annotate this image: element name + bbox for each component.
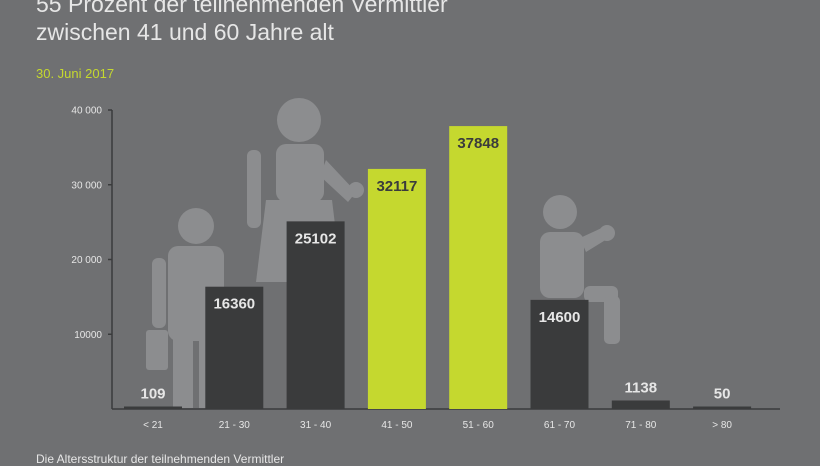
chart-date: 30. Juni 2017: [36, 66, 115, 81]
chart-title: 55 Prozent der teilnehmenden Vermittler …: [36, 0, 448, 46]
y-tick-label: 30 000: [71, 180, 102, 191]
y-tick-label: 40 000: [71, 106, 102, 117]
bar: [367, 168, 426, 409]
x-category-label: 61 - 70: [544, 420, 576, 431]
y-axis: 10000 20 000 30 000 40 000: [71, 106, 113, 409]
x-category-label: < 21: [143, 420, 163, 431]
bar-value-label: 32117: [376, 178, 417, 195]
bar-value-label: 16360: [213, 296, 255, 313]
bar: [286, 221, 345, 409]
bar-value-label: 25102: [295, 230, 337, 247]
bars: [124, 126, 752, 410]
category-labels: < 21 21 - 30 31 - 40 41 - 50 51 - 60 61 - 70 7…: [143, 420, 732, 431]
chart-caption: Die Altersstruktur der teilnehmenden Ver…: [36, 452, 285, 466]
y-tick-label: 10000: [74, 330, 102, 341]
x-category-label: 51 - 60: [463, 420, 495, 431]
bar-value-label: 14600: [539, 309, 581, 326]
bar-value-label: 1138: [625, 379, 658, 396]
bar: [449, 126, 508, 410]
bar: [124, 406, 182, 409]
seated-elderly-figure: [540, 195, 620, 344]
x-category-label: 31 - 40: [300, 420, 332, 431]
bar: [205, 286, 264, 409]
bar: [611, 400, 670, 409]
figure-illustrations: [146, 98, 620, 408]
x-category-label: 71 - 80: [625, 420, 657, 431]
bar: [530, 299, 589, 409]
x-category-label: 41 - 50: [381, 420, 413, 431]
value-labels: 109 16360 25102 32117 37848 14600 1138 50: [140, 135, 730, 402]
bar-value-label: 50: [714, 386, 731, 403]
chart-title-line-1: 55 Prozent der teilnehmenden Vermittler: [36, 0, 448, 17]
bar-value-label: 37848: [457, 135, 499, 152]
x-category-label: > 80: [712, 420, 732, 431]
y-tick-label: 20 000: [71, 255, 102, 266]
x-category-label: 21 - 30: [219, 420, 251, 431]
bar: [693, 406, 752, 409]
chart-title-line-2: zwischen 41 und 60 Jahre alt: [36, 19, 334, 45]
bar-value-label: 109: [140, 386, 165, 403]
